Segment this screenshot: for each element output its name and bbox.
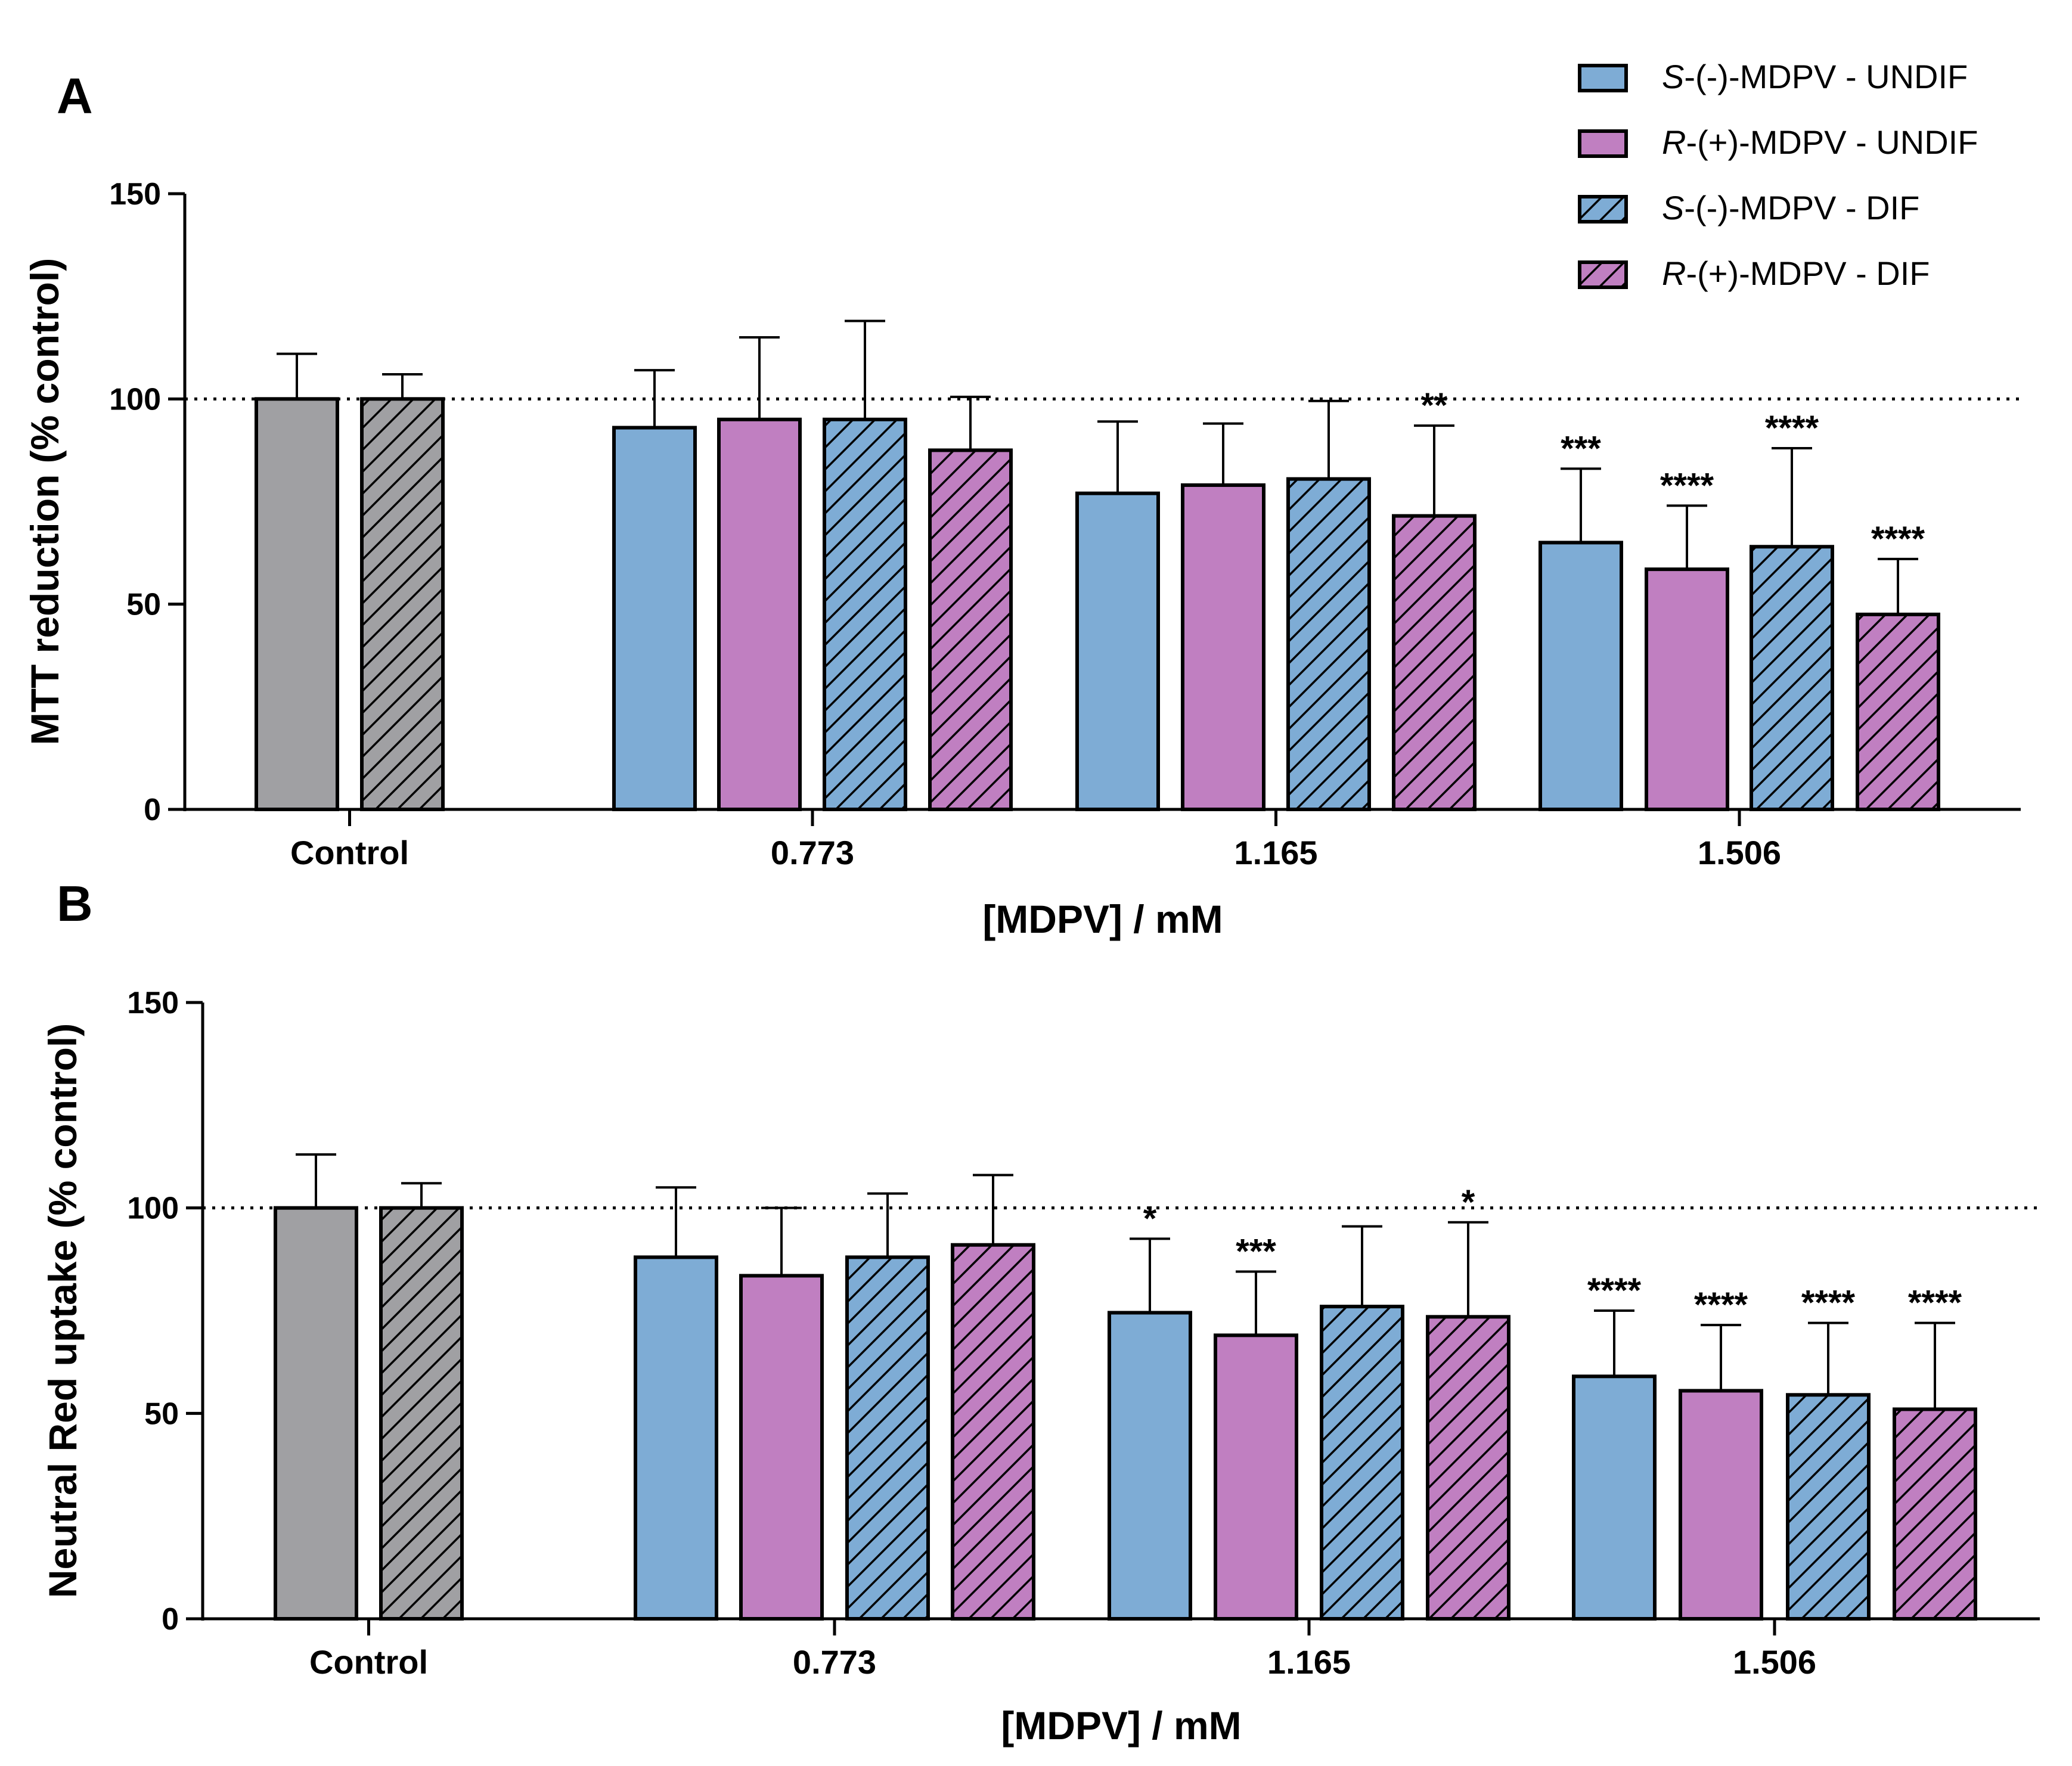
bar xyxy=(717,417,802,811)
bar xyxy=(1856,612,1940,811)
x-tick-label: 0.773 xyxy=(771,834,854,871)
legend-entry-prefix: R xyxy=(1662,123,1686,161)
legend-swatch xyxy=(1578,260,1628,289)
bar xyxy=(1750,545,1834,812)
bar xyxy=(1108,1311,1192,1621)
y-tick-label: 50 xyxy=(126,588,161,622)
legend-entry: R-(+)-MDPV - UNDIF xyxy=(1662,123,1978,161)
panel-letter: A xyxy=(57,68,93,124)
x-axis-title: [MDPV] / mM xyxy=(982,897,1223,941)
bar xyxy=(1075,491,1160,811)
y-axis-title: Neutral Red uptake (% control) xyxy=(41,1023,85,1598)
significance-label: **** xyxy=(1801,1284,1856,1323)
bar xyxy=(1539,541,1623,811)
bar xyxy=(739,1274,824,1621)
bar xyxy=(1181,483,1265,811)
legend-entry-prefix: R xyxy=(1662,254,1686,292)
panel-a: A 0 50 100 150 MTT reduction (% control) Contr… xyxy=(23,68,2021,941)
y-tick-label: 0 xyxy=(144,793,161,827)
bar xyxy=(379,1206,464,1621)
legend-entry: S-(-)-MDPV - DIF xyxy=(1662,189,1919,226)
significance-label: *** xyxy=(1236,1233,1276,1271)
bar xyxy=(612,426,697,811)
legend-entry: R-(+)-MDPV - DIF xyxy=(1662,254,1930,292)
significance-label: **** xyxy=(1871,520,1925,558)
significance-label: **** xyxy=(1587,1271,1642,1310)
bar xyxy=(1286,477,1371,811)
y-tick-label: 150 xyxy=(109,177,161,212)
bar xyxy=(255,397,339,811)
bar xyxy=(823,417,907,811)
x-tick-label: 1.165 xyxy=(1234,834,1317,871)
x-tick-label: 1.165 xyxy=(1267,1643,1351,1681)
bar xyxy=(1786,1393,1871,1621)
x-tick-label: 1.506 xyxy=(1698,834,1781,871)
significance-label: ** xyxy=(1420,386,1448,425)
bar xyxy=(928,448,1013,811)
legend-entry-rest: -(-)-MDPV - UNDIF xyxy=(1684,58,1968,95)
bar xyxy=(845,1255,930,1621)
significance-label: **** xyxy=(1908,1284,1962,1323)
bar xyxy=(360,397,445,811)
legend-entry: S-(-)-MDPV - UNDIF xyxy=(1662,58,1968,95)
significance-label: **** xyxy=(1694,1286,1748,1324)
significance-label: *** xyxy=(1561,429,1601,468)
significance-label: **** xyxy=(1765,409,1819,448)
bar xyxy=(1426,1315,1510,1621)
y-tick-label: 50 xyxy=(144,1396,179,1431)
legend-swatch xyxy=(1578,64,1628,92)
legend-entry-prefix: S xyxy=(1662,58,1684,95)
significance-label: **** xyxy=(1660,466,1714,505)
y-tick-label: 0 xyxy=(162,1602,179,1637)
bar xyxy=(1679,1389,1763,1621)
panel-b: B 0 50 100 150 Neutral Red uptake (% control)… xyxy=(41,876,2040,1748)
legend-swatch xyxy=(1578,195,1628,224)
legend-entry-rest: -(-)-MDPV - DIF xyxy=(1684,189,1919,226)
bar xyxy=(1645,567,1729,811)
legend-entry-rest: -(+)-MDPV - UNDIF xyxy=(1686,123,1978,161)
y-tick-label: 100 xyxy=(127,1191,179,1226)
x-tick-label: 1.506 xyxy=(1733,1643,1816,1681)
legend-entry-prefix: S xyxy=(1662,189,1684,226)
significance-label: * xyxy=(1462,1183,1475,1222)
bar xyxy=(274,1206,358,1621)
x-tick-label: Control xyxy=(309,1643,428,1681)
y-tick-label: 100 xyxy=(109,382,161,417)
y-axis-title: MTT reduction (% control) xyxy=(23,258,67,746)
x-tick-label: 0.773 xyxy=(793,1643,876,1681)
bar xyxy=(1893,1407,1977,1621)
y-tick-label: 150 xyxy=(127,986,179,1020)
bar xyxy=(634,1255,718,1621)
legend-entry-rest: -(+)-MDPV - DIF xyxy=(1686,254,1930,292)
bar xyxy=(1572,1374,1657,1621)
x-tick-label: Control xyxy=(290,834,409,871)
bar xyxy=(951,1243,1035,1621)
bar xyxy=(1214,1333,1298,1621)
bar xyxy=(1392,514,1477,811)
legend-swatch xyxy=(1578,129,1628,158)
panel-letter: B xyxy=(57,876,93,932)
bar xyxy=(1320,1305,1404,1621)
x-axis-title: [MDPV] / mM xyxy=(1001,1703,1241,1748)
significance-label: * xyxy=(1143,1199,1157,1238)
